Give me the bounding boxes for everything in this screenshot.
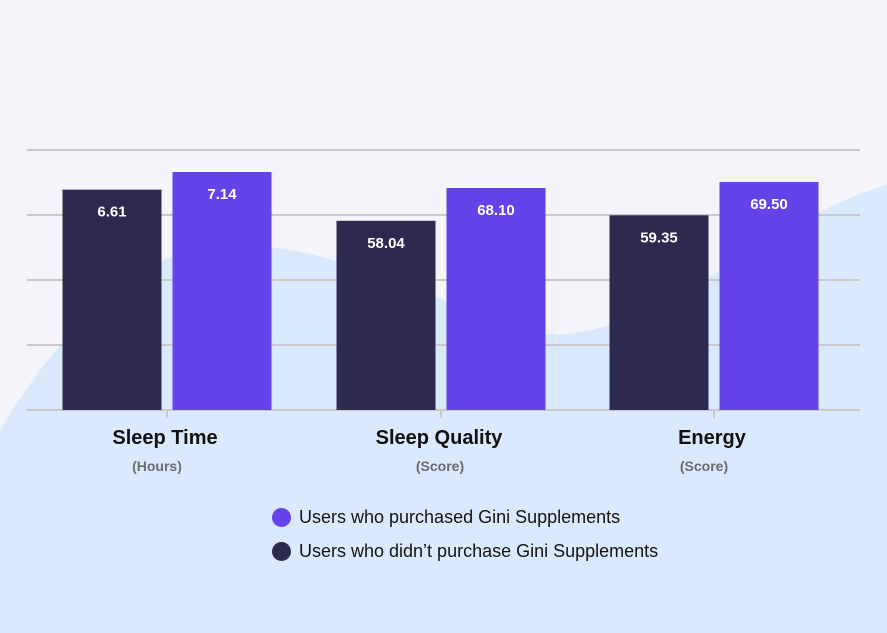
bar-not-purchased-1 bbox=[336, 220, 436, 410]
legend-swatch-not-purchased bbox=[272, 541, 291, 561]
category-label: Sleep Quality bbox=[376, 427, 504, 449]
bar-purchased-2 bbox=[719, 182, 819, 410]
bar-not-purchased-2 bbox=[609, 215, 709, 410]
bar-value-label: 59.35 bbox=[640, 229, 678, 246]
category-labels: Sleep Time (Hours) Sleep Quality (Score) Ene… bbox=[112, 427, 746, 474]
value-labels: 6.61 7.14 58.04 68.10 59.35 69.50 bbox=[97, 186, 787, 252]
category-label: Energy bbox=[678, 427, 747, 449]
x-axis bbox=[166, 410, 715, 418]
legend-item-not-purchased: Users who didn’t purchase Gini Supplemen… bbox=[272, 534, 872, 568]
bar-value-label: 68.10 bbox=[477, 202, 515, 219]
bar-value-label: 58.04 bbox=[367, 235, 405, 252]
bar-purchased-1 bbox=[446, 188, 546, 410]
category-label: Sleep Time bbox=[112, 427, 217, 449]
legend: Users who purchased Gini Supplements Use… bbox=[272, 500, 872, 568]
legend-label-purchased: Users who purchased Gini Supplements bbox=[299, 506, 621, 527]
category-unit-label: (Hours) bbox=[132, 458, 182, 474]
bar-not-purchased-0 bbox=[62, 189, 162, 410]
bar-purchased-0 bbox=[172, 172, 272, 410]
bars bbox=[62, 172, 819, 410]
category-unit-label: (Score) bbox=[680, 458, 728, 474]
legend-swatch-purchased bbox=[272, 507, 291, 527]
bar-value-label: 7.14 bbox=[207, 186, 237, 203]
bar-value-label: 6.61 bbox=[97, 204, 126, 221]
category-unit-label: (Score) bbox=[416, 458, 464, 474]
bar-value-label: 69.50 bbox=[750, 196, 788, 213]
legend-label-not-purchased: Users who didn’t purchase Gini Supplemen… bbox=[299, 540, 659, 561]
legend-item-purchased: Users who purchased Gini Supplements bbox=[272, 500, 872, 534]
